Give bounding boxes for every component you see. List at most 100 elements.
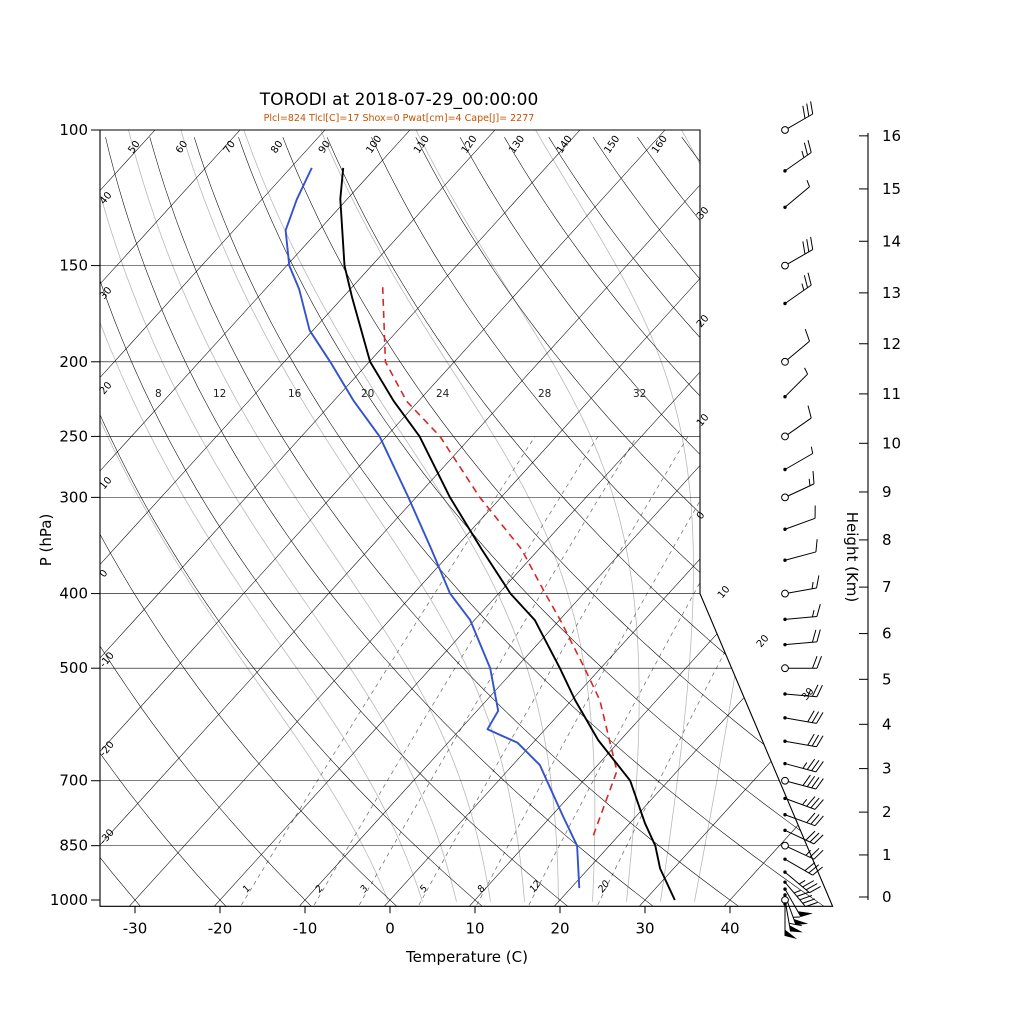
mixing-ratio-line	[528, 436, 783, 906]
wind-barb-feather	[809, 847, 820, 858]
wind-barb-pennant	[789, 925, 803, 933]
mixing-ratio-line	[241, 436, 536, 906]
wind-barb-feather	[803, 275, 809, 288]
wind-barb-half-feather	[810, 446, 814, 454]
pressure-tick-label: 150	[59, 257, 88, 275]
wind-barb-feather	[813, 834, 824, 845]
wind-barb-staff	[784, 797, 816, 810]
station-level-dot	[783, 893, 787, 897]
height-tick-label: 12	[882, 335, 901, 353]
height-tick-label: 14	[882, 232, 901, 250]
wind-barb-staff	[784, 858, 813, 876]
station-level-dot	[783, 739, 787, 743]
isotherm-line	[100, 130, 751, 907]
wind-barb-feather	[815, 778, 824, 790]
wind-barb-feather	[812, 866, 823, 876]
station-level-circle	[781, 664, 789, 673]
wind-barb-feather	[811, 684, 819, 697]
wind-barb-column	[781, 101, 824, 939]
wind-barb-feather	[807, 710, 815, 723]
wind-barb-half-feather	[804, 367, 809, 375]
wind-barb-feather	[809, 832, 820, 843]
grid-label: 160	[650, 134, 670, 156]
pressure-tick-label: 400	[59, 585, 88, 603]
grid-label: 50	[126, 139, 142, 156]
wind-barb-half-feather	[808, 478, 811, 486]
wind-barb-feather	[803, 142, 809, 156]
moist-adiabat-label: 16	[288, 388, 302, 400]
wind-barb-staff	[784, 483, 815, 498]
station-level-circle	[781, 432, 789, 441]
height-tick-label: 1	[882, 846, 892, 864]
wind-barb-feather	[814, 799, 824, 810]
grid-label: 3	[358, 883, 370, 895]
isotherm-line	[100, 130, 326, 907]
height-tick-label: 2	[882, 803, 892, 821]
moist-adiabat-line	[415, 130, 640, 902]
isotherm-line	[299, 130, 833, 907]
isotherm-line	[0, 130, 70, 906]
isotherm-line	[100, 130, 496, 907]
moist-adiabat-label: 12	[213, 388, 226, 400]
height-tick-label: 16	[882, 127, 901, 145]
mixing-ratio-line	[597, 436, 833, 906]
moist-adiabat-line	[127, 130, 491, 902]
wind-barb-feather	[802, 880, 815, 888]
station-level-dot	[783, 617, 787, 622]
dry-adiabat-line	[681, 137, 833, 907]
grid-label: 8	[475, 883, 487, 895]
isotherm-line	[639, 130, 833, 907]
wind-barb-staff	[784, 551, 817, 561]
dry-adiabat-line	[105, 137, 654, 907]
dry-adiabat-line	[504, 137, 833, 907]
grid-label: 20	[755, 633, 772, 650]
wind-barb-feather	[799, 895, 813, 901]
wind-barb-staff	[784, 845, 815, 860]
wind-barb-staff	[784, 888, 802, 918]
station-level-circle	[781, 126, 789, 134]
temperature-tick-label: -10	[293, 919, 318, 937]
moist-adiabat-line	[180, 130, 525, 902]
station-level-dot	[783, 642, 787, 647]
station-level-circle	[781, 776, 789, 785]
height-tick-label: 0	[882, 888, 892, 906]
dry-adiabat-line	[100, 137, 397, 907]
isotherm-line	[469, 130, 833, 907]
wind-barb-feather	[812, 471, 815, 484]
wind-barb-feather	[811, 759, 820, 771]
mixing-ratio-line	[418, 436, 689, 906]
mixing-ratio-line	[358, 436, 637, 906]
grid-label: 0	[98, 568, 111, 580]
station-level-dot	[783, 857, 787, 861]
grid-label: 10	[716, 584, 733, 601]
height-tick-label: 10	[882, 434, 901, 452]
station-level-dot	[783, 813, 787, 817]
dry-adiabat-line	[459, 137, 833, 907]
grid-label: 5	[418, 883, 430, 895]
wind-barb-staff	[784, 340, 810, 363]
height-tick-label: 15	[882, 180, 901, 198]
station-level-dot	[783, 527, 787, 531]
wind-barb-feather	[814, 815, 824, 827]
grid-label: 130	[507, 134, 527, 156]
wind-barb-feather	[807, 139, 812, 153]
wind-barb-feather	[808, 864, 820, 874]
grid-label: 80	[269, 139, 285, 156]
grid-label: 150	[602, 134, 622, 156]
dry-adiabat-line	[371, 137, 833, 907]
wind-barb-feather	[806, 103, 810, 117]
wind-barb-feather	[802, 898, 815, 904]
moist-adiabat-line	[243, 130, 559, 902]
temperature-tick-label: 30	[635, 919, 654, 937]
dry-adiabat-line	[725, 137, 833, 907]
station-level-dot	[783, 301, 787, 306]
isotherm-line	[554, 130, 833, 907]
grid-label: 30	[695, 205, 712, 222]
wind-barb-feather	[816, 629, 821, 643]
temperature-tick-label: 10	[465, 919, 484, 937]
height-tick-label: 9	[882, 483, 892, 501]
station-level-circle	[781, 493, 789, 502]
